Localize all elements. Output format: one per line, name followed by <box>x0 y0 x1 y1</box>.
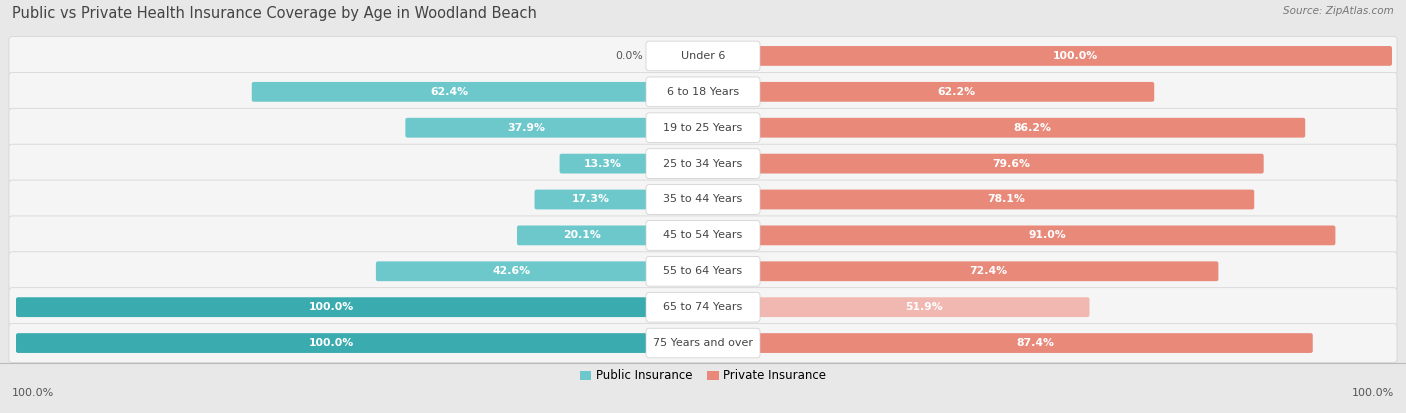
Text: 75 Years and over: 75 Years and over <box>652 338 754 348</box>
Text: 20.1%: 20.1% <box>562 230 600 240</box>
Text: 79.6%: 79.6% <box>993 159 1031 169</box>
Text: 51.9%: 51.9% <box>905 302 943 312</box>
Text: 13.3%: 13.3% <box>585 159 623 169</box>
FancyBboxPatch shape <box>645 41 761 71</box>
FancyBboxPatch shape <box>645 77 761 107</box>
Text: 6 to 18 Years: 6 to 18 Years <box>666 87 740 97</box>
Text: 62.4%: 62.4% <box>430 87 468 97</box>
Text: 100.0%: 100.0% <box>1351 388 1393 398</box>
FancyBboxPatch shape <box>645 113 761 142</box>
FancyBboxPatch shape <box>759 333 1313 353</box>
FancyBboxPatch shape <box>759 297 1090 317</box>
FancyBboxPatch shape <box>8 324 1398 363</box>
FancyBboxPatch shape <box>645 149 761 178</box>
FancyBboxPatch shape <box>645 221 761 250</box>
FancyBboxPatch shape <box>759 225 1336 245</box>
Text: 42.6%: 42.6% <box>492 266 530 276</box>
Text: 62.2%: 62.2% <box>938 87 976 97</box>
FancyBboxPatch shape <box>759 82 1154 102</box>
Text: 100.0%: 100.0% <box>1053 51 1098 61</box>
Text: 25 to 34 Years: 25 to 34 Years <box>664 159 742 169</box>
Text: Source: ZipAtlas.com: Source: ZipAtlas.com <box>1284 6 1393 16</box>
FancyBboxPatch shape <box>759 190 1254 209</box>
Text: 45 to 54 Years: 45 to 54 Years <box>664 230 742 240</box>
FancyBboxPatch shape <box>759 118 1305 138</box>
FancyBboxPatch shape <box>375 261 647 281</box>
FancyBboxPatch shape <box>405 118 647 138</box>
Text: Under 6: Under 6 <box>681 51 725 61</box>
Text: Public vs Private Health Insurance Coverage by Age in Woodland Beach: Public vs Private Health Insurance Cover… <box>13 6 537 21</box>
Text: 78.1%: 78.1% <box>987 195 1025 204</box>
Text: 100.0%: 100.0% <box>309 338 354 348</box>
Text: 37.9%: 37.9% <box>508 123 546 133</box>
Text: 55 to 64 Years: 55 to 64 Years <box>664 266 742 276</box>
FancyBboxPatch shape <box>8 252 1398 291</box>
Text: 72.4%: 72.4% <box>970 266 1008 276</box>
Text: 86.2%: 86.2% <box>1014 123 1052 133</box>
Text: 0.0%: 0.0% <box>616 51 643 61</box>
FancyBboxPatch shape <box>645 292 761 322</box>
Text: 19 to 25 Years: 19 to 25 Years <box>664 123 742 133</box>
Text: 87.4%: 87.4% <box>1017 338 1054 348</box>
Text: 65 to 74 Years: 65 to 74 Years <box>664 302 742 312</box>
FancyBboxPatch shape <box>645 256 761 286</box>
FancyBboxPatch shape <box>759 261 1219 281</box>
FancyBboxPatch shape <box>560 154 647 173</box>
FancyBboxPatch shape <box>8 288 1398 327</box>
FancyBboxPatch shape <box>8 180 1398 219</box>
Legend: Public Insurance, Private Insurance: Public Insurance, Private Insurance <box>575 365 831 387</box>
FancyBboxPatch shape <box>252 82 647 102</box>
Text: 17.3%: 17.3% <box>572 195 610 204</box>
FancyBboxPatch shape <box>15 333 647 353</box>
Text: 100.0%: 100.0% <box>13 388 55 398</box>
FancyBboxPatch shape <box>8 108 1398 147</box>
Text: 100.0%: 100.0% <box>309 302 354 312</box>
FancyBboxPatch shape <box>534 190 647 209</box>
FancyBboxPatch shape <box>645 185 761 214</box>
FancyBboxPatch shape <box>8 72 1398 111</box>
Text: 35 to 44 Years: 35 to 44 Years <box>664 195 742 204</box>
Text: 91.0%: 91.0% <box>1028 230 1066 240</box>
FancyBboxPatch shape <box>8 36 1398 76</box>
FancyBboxPatch shape <box>517 225 647 245</box>
FancyBboxPatch shape <box>8 144 1398 183</box>
FancyBboxPatch shape <box>8 216 1398 255</box>
FancyBboxPatch shape <box>15 297 647 317</box>
FancyBboxPatch shape <box>645 328 761 358</box>
FancyBboxPatch shape <box>759 154 1264 173</box>
FancyBboxPatch shape <box>759 46 1392 66</box>
